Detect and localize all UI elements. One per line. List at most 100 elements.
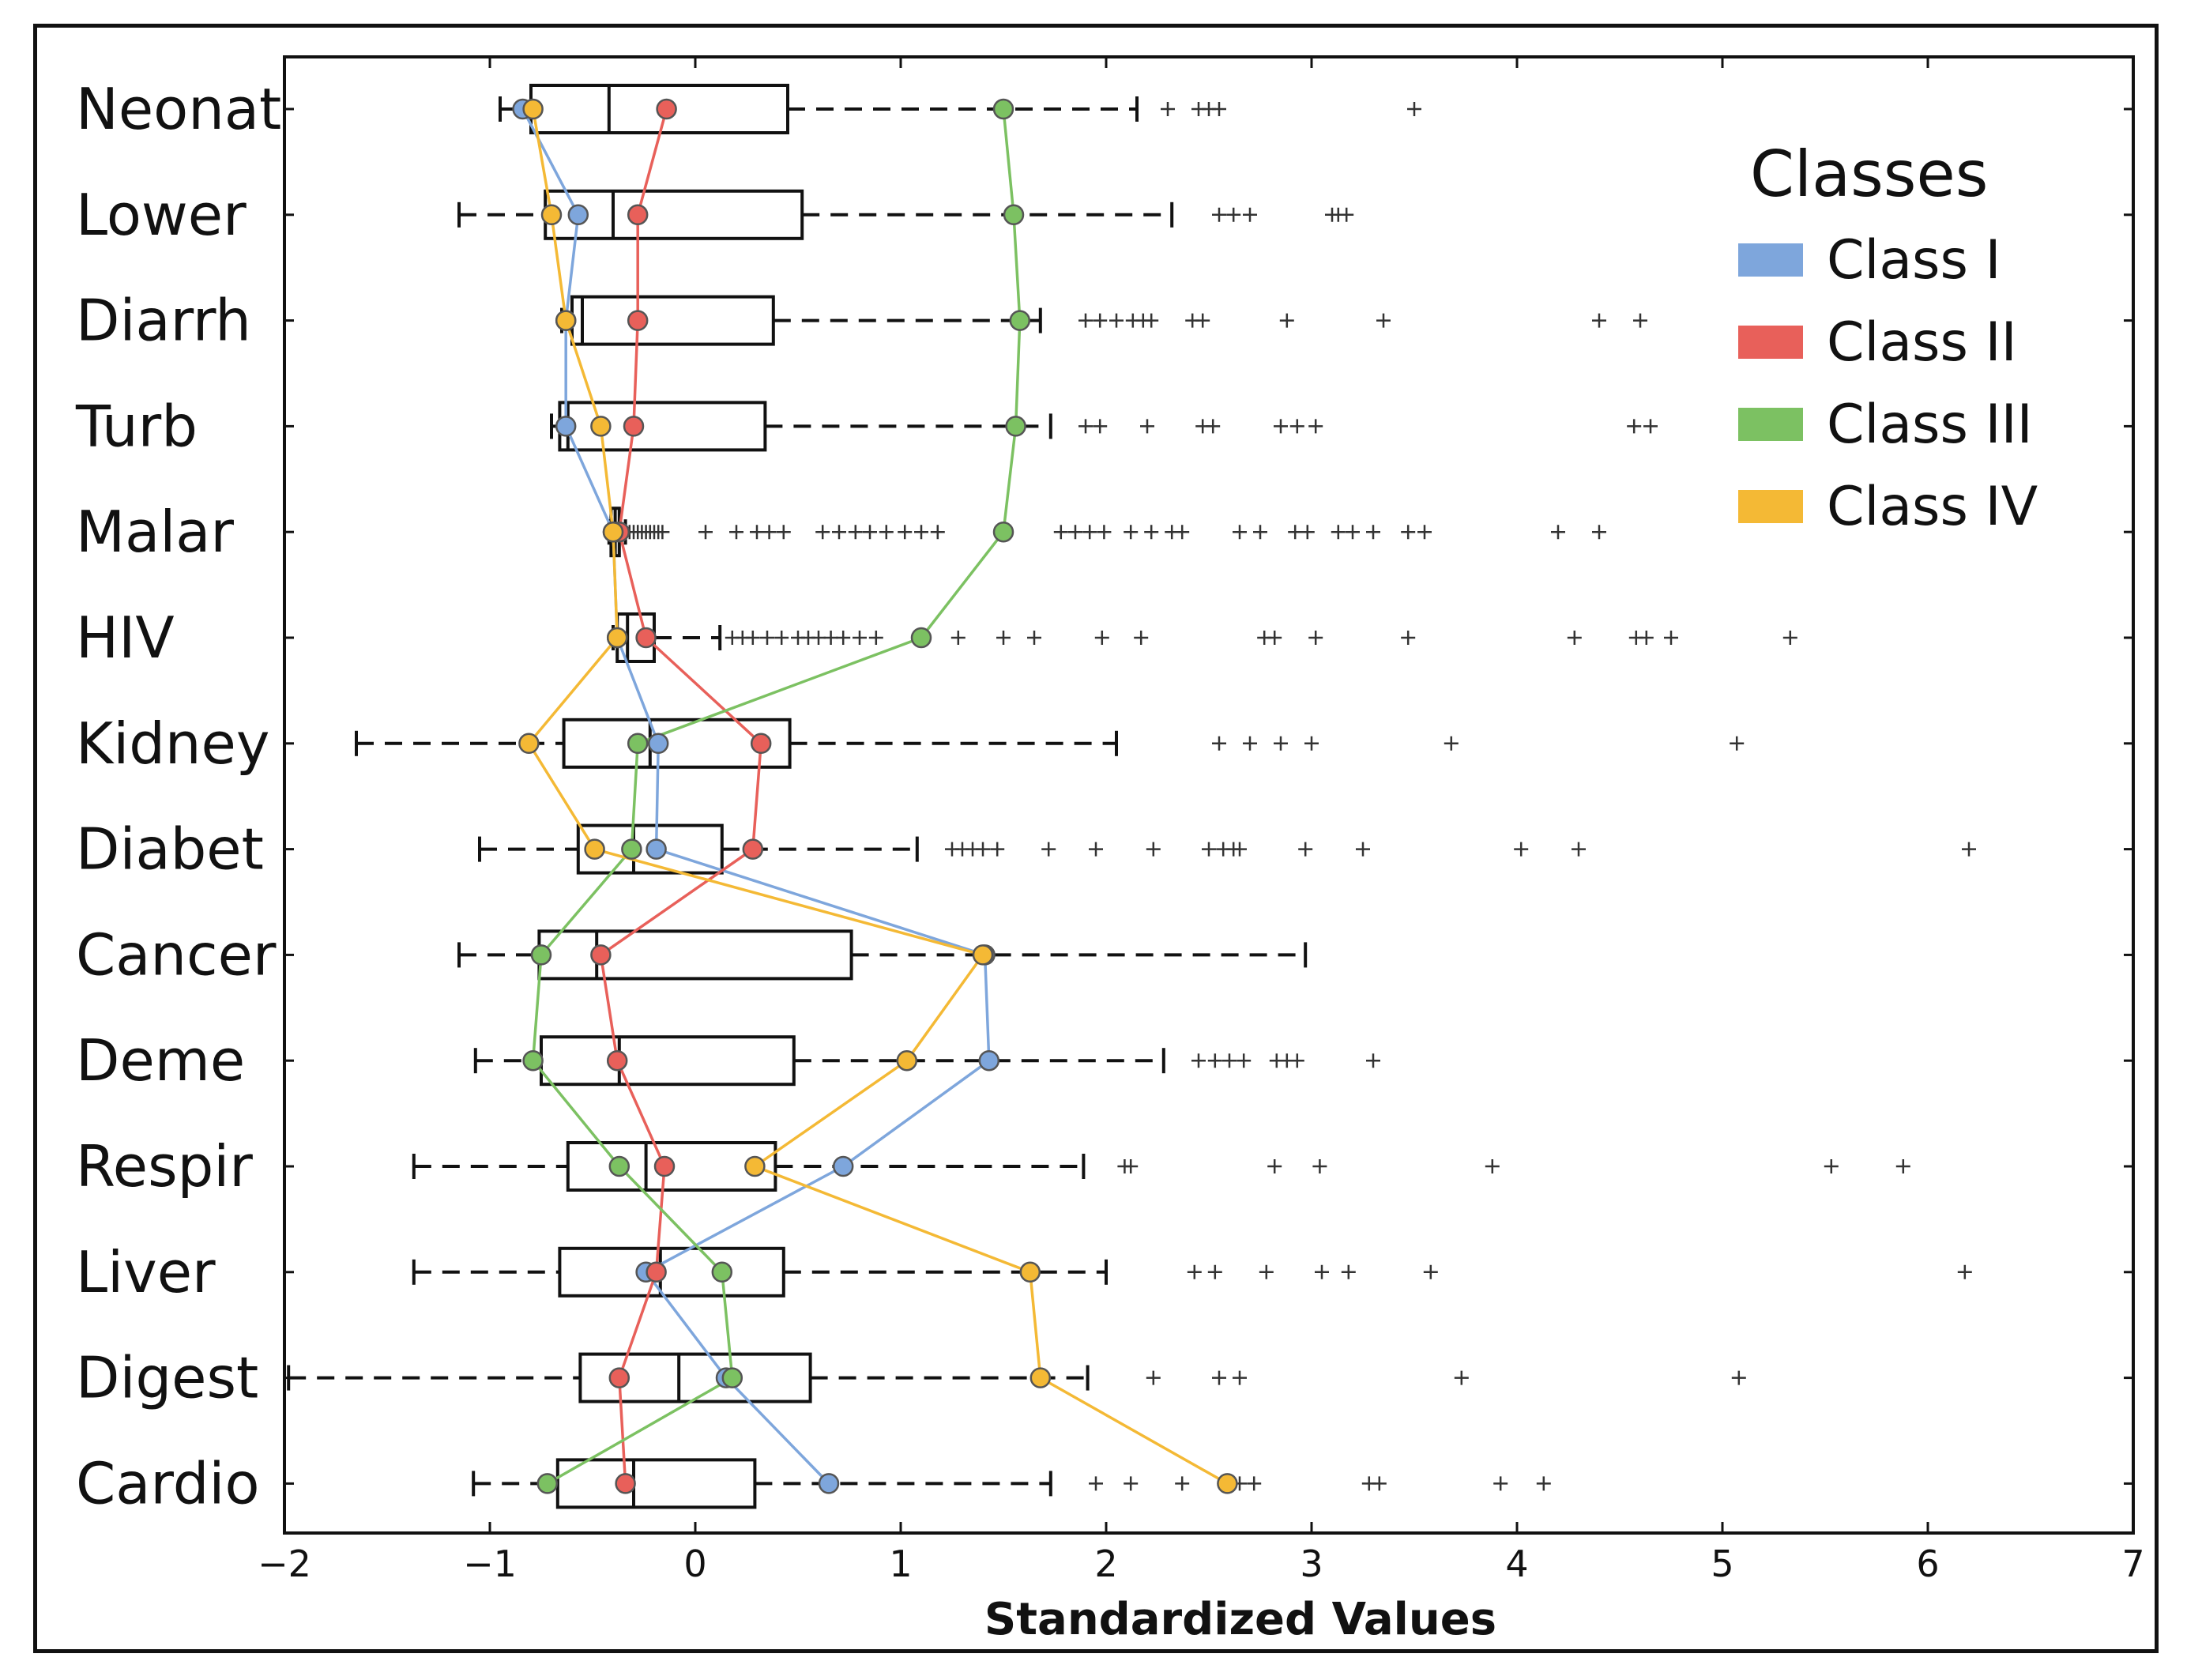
- outlier-mark: [1124, 525, 1139, 540]
- outlier-mark: [1226, 207, 1241, 222]
- outlier-mark: [1041, 842, 1056, 857]
- series-point: [978, 1049, 1000, 1072]
- series-point: [627, 204, 649, 226]
- category-label: Kidney: [76, 710, 269, 777]
- series-point: [1217, 1473, 1238, 1494]
- outlier-mark: [1093, 313, 1108, 328]
- outlier-mark: [1536, 1476, 1551, 1491]
- outlier-mark: [1247, 1476, 1262, 1491]
- category-label: HIV: [76, 605, 175, 671]
- series-point: [606, 1049, 628, 1072]
- outlier-mark: [848, 525, 863, 540]
- series-point: [567, 204, 589, 226]
- outlier-mark: [1202, 842, 1216, 857]
- iqr-box: [558, 1246, 785, 1298]
- outlier-mark: [1633, 313, 1647, 328]
- box-turb: [550, 401, 1658, 452]
- outlier-mark: [823, 631, 838, 645]
- outlier-mark: [1274, 419, 1288, 434]
- outlier-mark: [1259, 1264, 1274, 1279]
- legend-label: Class IV: [1827, 476, 2038, 538]
- legend-swatch: [1738, 408, 1803, 441]
- iqr-box: [576, 823, 724, 875]
- outlier-mark: [1267, 631, 1282, 645]
- outlier-mark: [762, 525, 777, 540]
- outlier-mark: [1567, 631, 1582, 645]
- series-point: [750, 733, 772, 755]
- x-tick-label: 4: [1505, 1543, 1528, 1585]
- outlier-mark: [1514, 842, 1529, 857]
- outlier-mark: [1331, 525, 1346, 540]
- outlier-mark: [1356, 842, 1370, 857]
- outlier-mark: [930, 525, 945, 540]
- category-label: Turb: [75, 393, 198, 459]
- series-point: [1019, 1261, 1041, 1283]
- box-malar: [607, 507, 1606, 558]
- outlier-mark: [1895, 1159, 1910, 1173]
- series-point: [1030, 1367, 1052, 1388]
- outlier-mark: [1094, 631, 1109, 645]
- category-label: Digest: [76, 1345, 258, 1411]
- series-point: [992, 98, 1014, 120]
- x-tick-label: 6: [1916, 1543, 1939, 1585]
- box-cancer: [457, 929, 1308, 981]
- x-tick-label: 1: [889, 1543, 912, 1585]
- outlier-mark: [863, 525, 877, 540]
- outlier-mark: [750, 525, 764, 540]
- box-liver: [412, 1246, 1972, 1298]
- outlier-mark: [879, 525, 894, 540]
- box-cardio: [472, 1458, 1551, 1509]
- category-label: Deme: [76, 1027, 245, 1094]
- series-point: [653, 1155, 676, 1177]
- outlier-mark: [1454, 1370, 1469, 1385]
- series-point: [615, 1473, 636, 1494]
- outlier-mark: [1551, 525, 1565, 540]
- outlier-mark: [1962, 842, 1976, 857]
- outlier-mark: [1212, 207, 1226, 222]
- outlier-mark: [1824, 1159, 1839, 1173]
- category-label: Lower: [76, 182, 247, 248]
- outlier-mark: [1175, 525, 1190, 540]
- series-point: [647, 733, 669, 755]
- legend-swatch: [1738, 490, 1803, 523]
- outlier-mark: [1308, 419, 1323, 434]
- outlier-mark: [760, 631, 774, 645]
- series-point: [646, 1261, 667, 1283]
- outlier-mark: [1274, 736, 1288, 751]
- series-point: [721, 1367, 743, 1388]
- outlier-mark: [1493, 1476, 1508, 1491]
- outlier-mark: [1730, 736, 1745, 751]
- x-tick-label: 2: [1094, 1543, 1117, 1585]
- iqr-box: [578, 1352, 812, 1403]
- outlier-mark: [836, 631, 851, 645]
- outlier-mark: [1304, 736, 1319, 751]
- category-label: Respir: [76, 1133, 253, 1200]
- outlier-mark: [1253, 525, 1267, 540]
- iqr-box: [537, 929, 853, 981]
- series-point: [623, 416, 645, 437]
- outlier-mark: [1407, 102, 1421, 116]
- series-point: [606, 627, 628, 649]
- outlier-mark: [1068, 525, 1082, 540]
- series-point: [522, 1049, 544, 1072]
- box-kidney: [355, 718, 1745, 769]
- series-point: [518, 733, 540, 755]
- outlier-mark: [1097, 525, 1112, 540]
- outlier-mark: [1078, 419, 1093, 434]
- iqr-box: [566, 1141, 777, 1192]
- iqr-box: [570, 295, 775, 346]
- legend-label: Class II: [1827, 311, 2017, 374]
- series-point: [972, 944, 994, 966]
- outlier-mark: [990, 842, 1005, 857]
- series-class-iv: [527, 108, 1229, 1485]
- outlier-mark: [1308, 631, 1323, 645]
- outlier-mark: [1175, 1476, 1190, 1491]
- outlier-mark: [1423, 1264, 1438, 1279]
- outlier-mark: [1124, 1476, 1139, 1491]
- outlier-mark: [1233, 1370, 1247, 1385]
- plot-area-border: [283, 55, 2135, 1535]
- outlier-mark: [1366, 1053, 1380, 1068]
- box-plots: [287, 84, 1976, 1509]
- series-point: [992, 521, 1014, 543]
